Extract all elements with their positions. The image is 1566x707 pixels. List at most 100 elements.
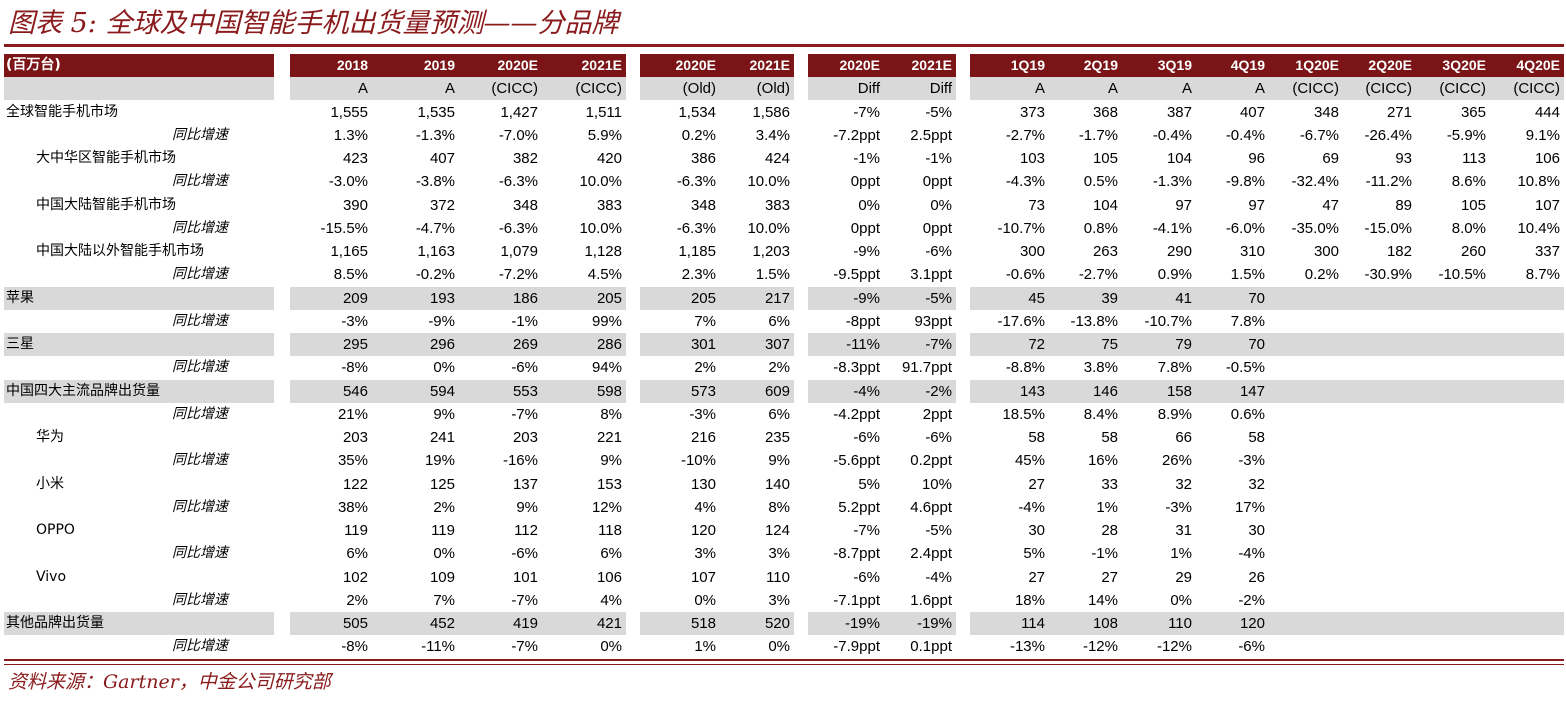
- table-row: 同比增速 -3.0% -3.8% -6.3% 10.0% -6.3% 10.0% 0ppt 0p…: [4, 170, 1564, 193]
- table-cell: -1%: [1091, 545, 1118, 563]
- table-cell: -4%: [853, 382, 880, 400]
- table-cell: 1,555: [330, 103, 368, 121]
- row-shade: [290, 379, 626, 403]
- table-cell: 26: [1248, 568, 1265, 586]
- table-cell: 29: [1175, 568, 1192, 586]
- table-cell: 70: [1248, 289, 1265, 307]
- table-cell: 5.9%: [587, 126, 622, 144]
- table-cell: [1406, 542, 1486, 565]
- header-period: 1Q20E: [1295, 57, 1339, 73]
- table-cell: [1259, 403, 1339, 426]
- table-cell: [1480, 519, 1560, 542]
- table-cell: 386: [690, 150, 716, 167]
- table-cell: 3.8%: [1083, 359, 1118, 377]
- table-cell: 203: [342, 429, 368, 446]
- header-sub-band: [970, 77, 1564, 101]
- table-cell: 7%: [433, 591, 455, 609]
- table-cell: 0%: [433, 545, 455, 563]
- table-cell: 0.9%: [1157, 266, 1192, 284]
- table-cell: 1.5%: [1230, 266, 1265, 284]
- table-cell: 2%: [433, 498, 455, 516]
- table-cell: 295: [342, 336, 368, 353]
- table-cell: -6.3%: [676, 219, 716, 237]
- table-cell: 12%: [591, 498, 622, 516]
- table-cell: -6%: [511, 545, 538, 563]
- table-cell: -8.8%: [1005, 359, 1045, 377]
- table-cell: -2%: [1238, 591, 1265, 609]
- growth-label: 同比增速: [172, 638, 228, 655]
- table-cell: 1,079: [500, 243, 538, 260]
- table-cell: 4%: [694, 498, 716, 516]
- table-cell: 0.8%: [1083, 219, 1118, 237]
- table-cell: 387: [1166, 103, 1192, 121]
- table-cell: -6.7%: [1299, 126, 1339, 144]
- row-label: Vivo: [36, 568, 67, 585]
- table-cell: [1480, 356, 1560, 379]
- table-cell: 143: [1019, 382, 1045, 400]
- table-cell: [1332, 635, 1412, 658]
- table-cell: 300: [1313, 243, 1339, 260]
- header-band: [290, 54, 626, 77]
- table-cell: -5.6ppt: [833, 452, 880, 470]
- table-cell: -0.4%: [1225, 126, 1265, 144]
- table-cell: 4.6ppt: [910, 498, 952, 516]
- table-cell: -6%: [853, 429, 880, 446]
- source-note: 资料来源：Gartner，中金公司研究部: [8, 671, 331, 693]
- row-label: 其他品牌出货量: [6, 615, 104, 631]
- table-cell: -1%: [511, 312, 538, 330]
- table-cell: -30.9%: [1364, 266, 1412, 284]
- table-cell: -4.3%: [1005, 173, 1045, 191]
- row-label: 华为: [36, 429, 64, 445]
- table-cell: [1480, 635, 1560, 658]
- table-cell: [1480, 287, 1560, 310]
- table-cell: 75: [1101, 336, 1118, 353]
- row-label: 小米: [36, 475, 64, 492]
- table-row: 同比增速 -15.5% -4.7% -6.3% 10.0% -6.3% 10.0% 0ppt 0…: [4, 217, 1564, 240]
- table-cell: 8.4%: [1083, 405, 1118, 423]
- table-cell: [1259, 287, 1339, 310]
- table-cell: 0%: [768, 638, 790, 656]
- table-cell: [1480, 589, 1560, 612]
- table-cell: 0.5%: [1083, 173, 1118, 191]
- table-cell: 58: [1028, 429, 1045, 446]
- table-cell: 107: [690, 568, 716, 586]
- table-cell: [1480, 403, 1560, 426]
- table-cell: [1480, 566, 1560, 589]
- table-cell: -9.5ppt: [833, 266, 880, 284]
- growth-label: 同比增速: [172, 173, 228, 190]
- table-cell: -6.3%: [498, 219, 538, 237]
- table-cell: 368: [1092, 103, 1118, 121]
- table-cell: 6%: [768, 312, 790, 330]
- table-cell: 119: [344, 522, 368, 539]
- table-cell: 94%: [591, 359, 622, 377]
- table-cell: 6%: [600, 545, 622, 563]
- table-row: 同比增速 -8% -11% -7% 0% 1% 0% -7.9ppt 0.1ppt -13% -12…: [4, 635, 1564, 658]
- header-band: [4, 54, 274, 77]
- table-cell: 105: [1092, 150, 1118, 167]
- table-cell: 216: [690, 429, 716, 446]
- table-cell: 0ppt: [850, 173, 880, 191]
- table-cell: [1332, 473, 1412, 496]
- table-cell: -4%: [1238, 545, 1265, 563]
- table-cell: 1.6ppt: [910, 591, 952, 609]
- table-cell: -7%: [853, 522, 880, 539]
- table-cell: 106: [596, 568, 622, 586]
- table-cell: 26%: [1161, 452, 1192, 470]
- header-basis: (Old): [682, 80, 716, 98]
- table-cell: [1406, 449, 1486, 472]
- table-cell: 3.4%: [755, 126, 790, 144]
- row-shade: [640, 333, 794, 356]
- table-row: 同比增速 38% 2% 9% 12% 4% 8% 5.2ppt 4.6ppt -4% 1% -3% 17…: [4, 496, 1564, 519]
- table-cell: 4%: [600, 591, 622, 609]
- table-cell: -8.7ppt: [833, 545, 880, 563]
- table-cell: 407: [429, 150, 455, 167]
- table-cell: -1%: [853, 150, 880, 167]
- table-cell: 0.6%: [1230, 405, 1265, 423]
- header-period: 2Q19: [1083, 57, 1118, 73]
- header-sub-band: [640, 77, 794, 101]
- table-cell: 263: [1092, 243, 1118, 260]
- table-cell: -5%: [925, 103, 952, 121]
- table-cell: -3%: [1238, 452, 1265, 470]
- table-cell: 0%: [930, 196, 952, 214]
- table-cell: 10%: [921, 475, 952, 493]
